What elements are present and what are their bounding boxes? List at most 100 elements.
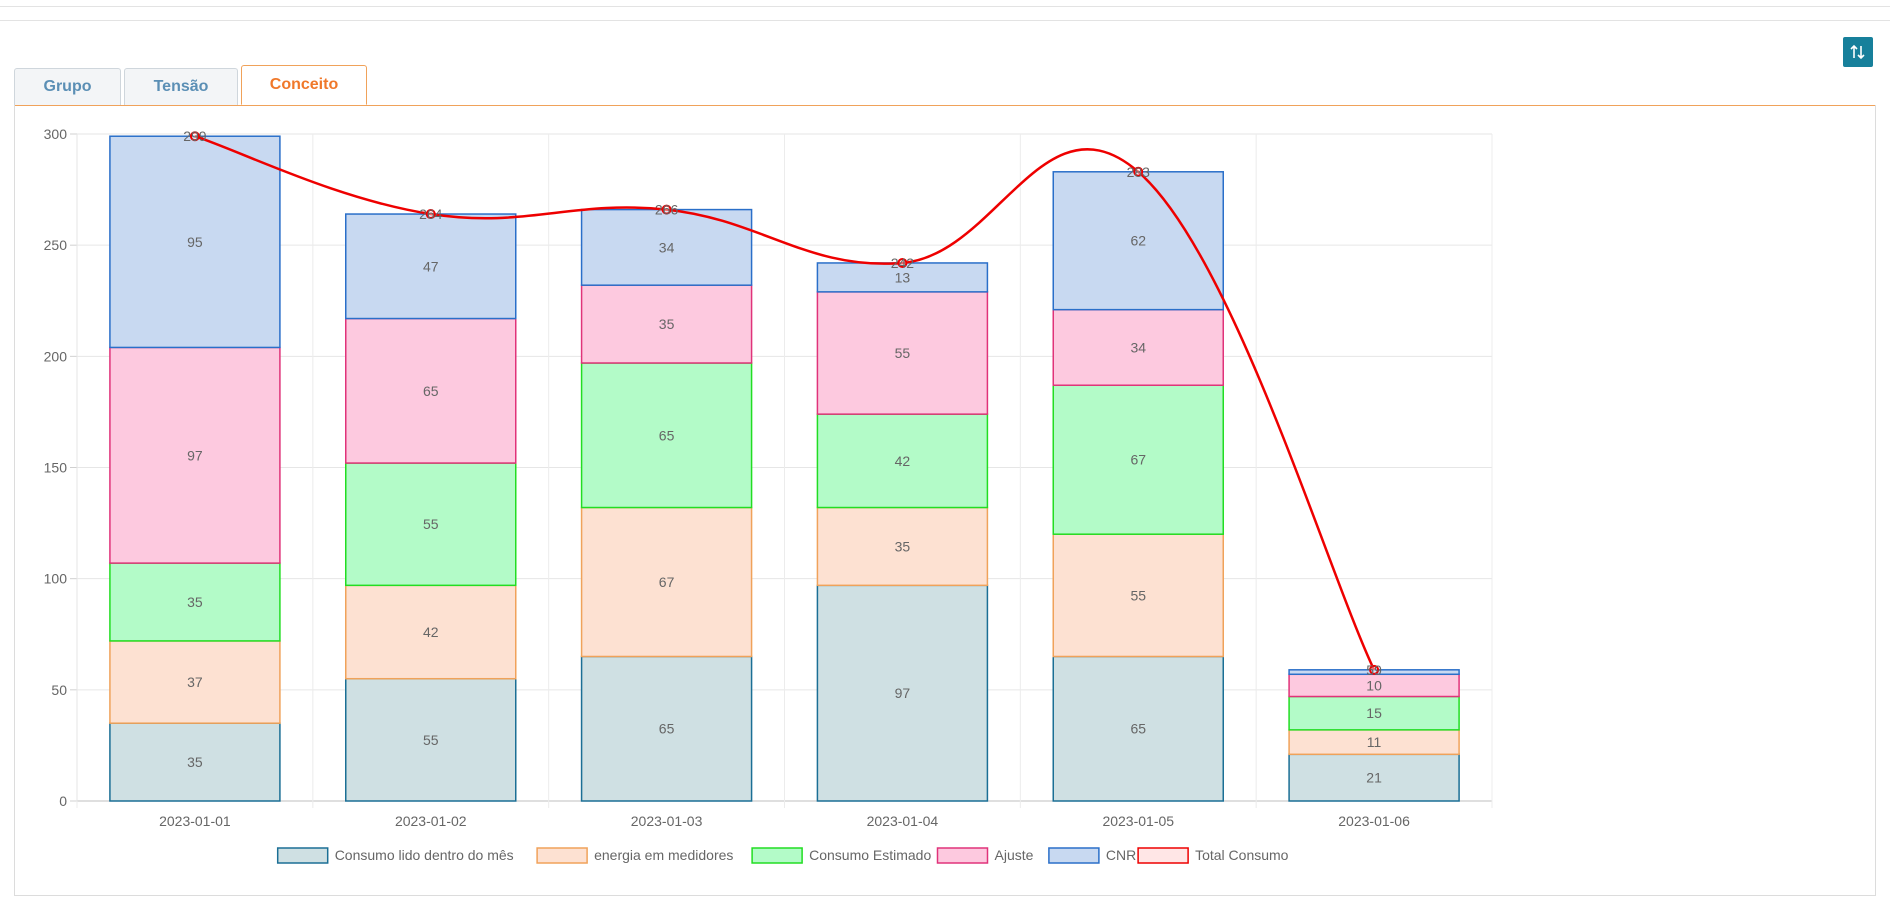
total-value-label: 59 xyxy=(1366,662,1382,678)
x-tick-label: 2023-01-01 xyxy=(159,813,231,829)
bar-value-label: 42 xyxy=(423,624,439,640)
bar-value-label: 55 xyxy=(1130,587,1146,603)
legend-label[interactable]: Total Consumo xyxy=(1195,847,1289,863)
bar-value-label: 55 xyxy=(423,516,439,532)
legend-swatch[interactable] xyxy=(1048,847,1100,864)
bar-value-label: 13 xyxy=(895,269,911,285)
bar-segment[interactable] xyxy=(1288,695,1460,731)
legend-swatch[interactable] xyxy=(1137,847,1189,864)
bar-value-label: 42 xyxy=(895,453,911,469)
legend-swatch[interactable] xyxy=(751,847,803,864)
legend-swatch[interactable] xyxy=(936,847,989,864)
total-value-label: 264 xyxy=(419,206,443,222)
y-tick-label: 250 xyxy=(44,237,68,253)
total-point[interactable] xyxy=(661,204,672,215)
top-divider xyxy=(0,6,1890,7)
chart-panel xyxy=(14,105,1876,896)
bar-segment[interactable] xyxy=(1052,308,1224,386)
bar-segment[interactable] xyxy=(345,677,517,802)
sort-button[interactable] xyxy=(1843,37,1873,67)
y-tick-label: 100 xyxy=(44,571,68,587)
bar-value-label: 34 xyxy=(659,239,675,255)
bar-value-label: 67 xyxy=(659,574,675,590)
bar-segment[interactable] xyxy=(345,584,517,680)
total-point[interactable] xyxy=(1369,664,1380,675)
bar-segment[interactable] xyxy=(1052,171,1224,311)
bar-segment[interactable] xyxy=(109,722,281,802)
bar-value-label: 34 xyxy=(1130,339,1146,355)
bar-segment[interactable] xyxy=(580,506,753,658)
bar-value-label: 35 xyxy=(187,754,203,770)
bar-segment[interactable] xyxy=(580,284,753,364)
total-point[interactable] xyxy=(1133,166,1144,177)
bar-value-label: 11 xyxy=(1367,734,1382,750)
bar-segment[interactable] xyxy=(816,584,989,802)
tab-grupo[interactable]: Grupo xyxy=(14,68,121,105)
bar-segment[interactable] xyxy=(109,346,281,564)
legend-label[interactable]: Consumo Estimado xyxy=(809,847,931,863)
tab-tensao[interactable]: Tensão xyxy=(124,68,238,105)
tab-conceito[interactable]: Conceito xyxy=(241,65,367,105)
bar-value-label: 65 xyxy=(423,383,439,399)
bar-value-label: 65 xyxy=(659,427,675,443)
bar-segment[interactable] xyxy=(345,462,517,587)
bar-segment[interactable] xyxy=(1288,753,1460,802)
bar-segment[interactable] xyxy=(345,213,517,320)
bar-value-label: 35 xyxy=(895,538,911,554)
y-tick-label: 0 xyxy=(59,793,67,809)
bar-value-label: 35 xyxy=(659,316,675,332)
bar-value-label: 65 xyxy=(1130,721,1146,737)
bar-value-label: 37 xyxy=(187,674,203,690)
bar-segment[interactable] xyxy=(1288,729,1460,756)
bar-segment[interactable] xyxy=(580,655,753,802)
bar-value-label: 15 xyxy=(1366,705,1382,721)
x-tick-label: 2023-01-04 xyxy=(867,813,939,829)
bar-segment[interactable] xyxy=(1052,533,1224,658)
legend-label[interactable]: energia em medidores xyxy=(594,847,733,863)
y-tick-label: 200 xyxy=(44,348,68,364)
bar-value-label: 10 xyxy=(1366,677,1382,693)
bar-value-label: 47 xyxy=(423,258,439,274)
y-tick-label: 50 xyxy=(51,682,67,698)
bar-value-label: 55 xyxy=(895,345,911,361)
total-point[interactable] xyxy=(425,209,436,220)
x-tick-label: 2023-01-06 xyxy=(1338,813,1410,829)
total-point[interactable] xyxy=(897,257,908,268)
bar-value-label: 65 xyxy=(659,721,675,737)
bar-segment[interactable] xyxy=(1052,384,1224,535)
bar-segment[interactable] xyxy=(580,362,753,509)
total-consumo-line xyxy=(194,135,1376,671)
tab-underline xyxy=(14,105,1876,106)
y-tick-label: 300 xyxy=(44,126,68,142)
bar-value-label: 97 xyxy=(187,447,203,463)
top-divider-2 xyxy=(0,20,1890,21)
bar-segment[interactable] xyxy=(109,640,281,724)
bar-segment[interactable] xyxy=(345,317,517,464)
total-value-label: 266 xyxy=(655,202,679,218)
sort-arrows-icon xyxy=(1850,44,1865,60)
legend-label[interactable]: Ajuste xyxy=(995,847,1034,863)
bar-segment[interactable] xyxy=(109,562,281,642)
x-tick-label: 2023-01-03 xyxy=(631,813,703,829)
bar-segment[interactable] xyxy=(109,135,281,349)
bar-value-label: 55 xyxy=(423,732,439,748)
bar-value-label: 35 xyxy=(187,594,203,610)
y-tick-label: 150 xyxy=(44,460,68,476)
bar-segment[interactable] xyxy=(816,291,989,415)
total-value-label: 283 xyxy=(1127,164,1151,180)
x-tick-label: 2023-01-05 xyxy=(1102,813,1174,829)
tab-bar: Grupo Tensão Conceito xyxy=(14,65,370,105)
bar-segment[interactable] xyxy=(816,506,989,587)
legend-swatch[interactable] xyxy=(536,847,588,864)
x-tick-label: 2023-01-02 xyxy=(395,813,467,829)
legend-label[interactable]: Consumo lido dentro do mês xyxy=(335,847,514,863)
bar-segment[interactable] xyxy=(816,413,989,509)
bar-segment[interactable] xyxy=(1052,655,1224,802)
bar-value-label: 21 xyxy=(1366,770,1382,786)
bar-value-label: 95 xyxy=(187,234,203,250)
total-point[interactable] xyxy=(189,131,200,142)
legend-swatch[interactable] xyxy=(276,847,329,864)
legend-label[interactable]: CNR xyxy=(1106,847,1136,863)
bar-value-label: 62 xyxy=(1130,233,1146,249)
